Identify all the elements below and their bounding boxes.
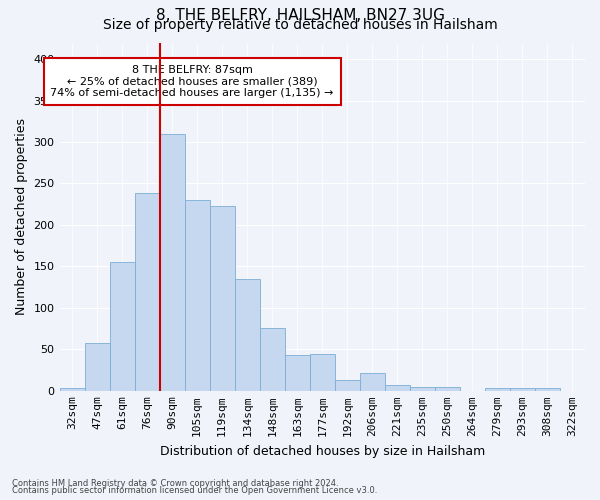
X-axis label: Distribution of detached houses by size in Hailsham: Distribution of detached houses by size … [160, 444, 485, 458]
Bar [335, 380, 360, 391]
Text: 8 THE BELFRY: 87sqm
← 25% of detached houses are smaller (389)
74% of semi-detac: 8 THE BELFRY: 87sqm ← 25% of detached ho… [50, 65, 334, 98]
Bar [310, 354, 335, 391]
Bar [59, 388, 85, 391]
Bar [260, 328, 285, 391]
Bar [485, 388, 510, 391]
Bar [185, 200, 209, 391]
Bar [160, 134, 185, 391]
Y-axis label: Number of detached properties: Number of detached properties [15, 118, 28, 315]
Bar [435, 388, 460, 391]
Bar [134, 194, 160, 391]
Text: Size of property relative to detached houses in Hailsham: Size of property relative to detached ho… [103, 18, 497, 32]
Bar [535, 388, 560, 391]
Bar [110, 262, 134, 391]
Text: 8, THE BELFRY, HAILSHAM, BN27 3UG: 8, THE BELFRY, HAILSHAM, BN27 3UG [155, 8, 445, 22]
Bar [360, 374, 385, 391]
Bar [209, 206, 235, 391]
Text: Contains public sector information licensed under the Open Government Licence v3: Contains public sector information licen… [12, 486, 377, 495]
Bar [235, 279, 260, 391]
Bar [385, 385, 410, 391]
Text: Contains HM Land Registry data © Crown copyright and database right 2024.: Contains HM Land Registry data © Crown c… [12, 478, 338, 488]
Bar [285, 355, 310, 391]
Bar [510, 388, 535, 391]
Bar [410, 388, 435, 391]
Bar [85, 342, 110, 391]
